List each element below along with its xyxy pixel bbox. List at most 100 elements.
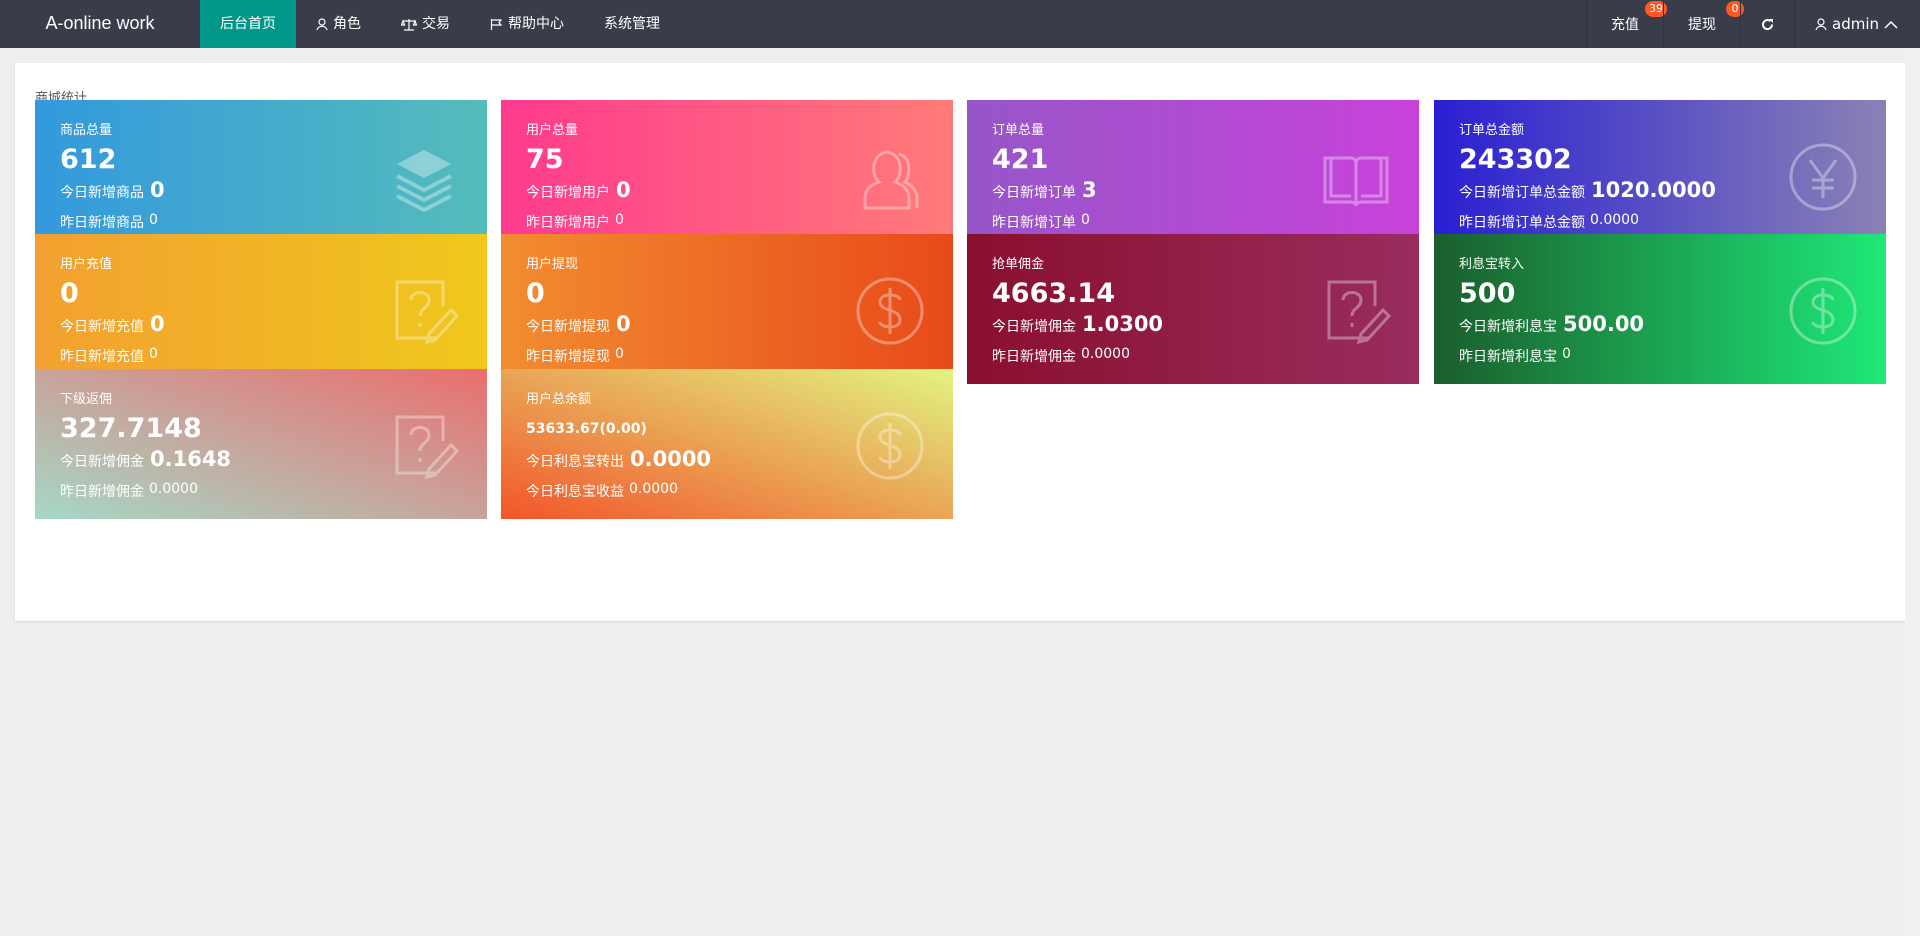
today-label: 今日新增佣金 bbox=[60, 454, 144, 470]
recharge-label: 充值 bbox=[1611, 17, 1639, 33]
today-value: 1.0300 bbox=[1082, 312, 1164, 336]
layers-icon bbox=[396, 150, 452, 212]
card-yesterday: 昨日新增订单 0 bbox=[992, 212, 1090, 232]
card-title: 用户总余额 bbox=[526, 392, 592, 407]
main-nav: 后台首页 角色 交易 帮助中心 系统管理 bbox=[200, 0, 680, 48]
nav-role[interactable]: 角色 bbox=[296, 0, 381, 48]
stat-card: 用户提现 0 今日新增提现 0 昨日新增提现 0 bbox=[501, 234, 953, 384]
stat-card: 商品总量 612 今日新增商品 0 昨日新增商品 0 bbox=[35, 100, 487, 250]
card-value: 243302 bbox=[1459, 144, 1572, 175]
card-yesterday: 昨日新增提现 0 bbox=[526, 346, 624, 366]
yesterday-label: 昨日新增利息宝 bbox=[1459, 349, 1557, 365]
book-icon bbox=[1323, 156, 1389, 207]
today-label: 今日新增充值 bbox=[60, 319, 144, 335]
nav-system[interactable]: 系统管理 bbox=[584, 0, 680, 48]
yesterday-value: 0 bbox=[615, 212, 624, 228]
yesterday-value: 0.0000 bbox=[1590, 212, 1639, 228]
card-title: 用户充值 bbox=[60, 257, 113, 272]
today-label: 今日新增利息宝 bbox=[1459, 319, 1557, 335]
today-value: 0 bbox=[616, 178, 631, 202]
today-label: 今日新增用户 bbox=[526, 185, 610, 201]
card-today: 今日新增订单 3 bbox=[992, 178, 1097, 202]
card-title: 抢单佣金 bbox=[992, 257, 1045, 272]
card-today: 今日新增利息宝 500.00 bbox=[1459, 312, 1644, 336]
card-value: 421 bbox=[992, 144, 1049, 175]
stat-card: 下级返佣 327.7148 今日新增佣金 0.1648 昨日新增佣金 0.0000 bbox=[35, 369, 487, 519]
yesterday-label: 昨日新增用户 bbox=[526, 215, 610, 231]
flag-icon bbox=[490, 18, 503, 30]
users-icon bbox=[863, 150, 919, 210]
refresh-icon bbox=[1762, 18, 1774, 30]
card-today: 今日利息宝转出 0.0000 bbox=[526, 447, 711, 471]
card-today: 今日新增商品 0 bbox=[60, 178, 165, 202]
nav-home[interactable]: 后台首页 bbox=[200, 0, 296, 48]
question-edit-icon bbox=[395, 280, 459, 345]
yen-icon bbox=[1789, 143, 1857, 211]
card-value: 327.7148 bbox=[60, 413, 202, 444]
yesterday-label: 昨日新增充值 bbox=[60, 349, 144, 365]
stat-card: 抢单佣金 4663.14 今日新增佣金 1.0300 昨日新增佣金 0.0000 bbox=[967, 234, 1419, 384]
scrollbar[interactable] bbox=[1905, 48, 1920, 936]
logo: A-online work bbox=[45, 13, 155, 33]
today-value: 0 bbox=[616, 312, 631, 336]
withdraw-label: 提现 bbox=[1688, 17, 1716, 33]
recharge-button[interactable]: 充值 39 bbox=[1586, 0, 1667, 48]
nav-label: 后台首页 bbox=[220, 16, 276, 32]
today-value: 1020.0000 bbox=[1591, 178, 1716, 202]
question-edit-icon bbox=[395, 415, 459, 480]
today-label: 今日新增商品 bbox=[60, 185, 144, 201]
card-title: 用户总量 bbox=[526, 123, 579, 138]
card-yesterday: 昨日新增充值 0 bbox=[60, 346, 158, 366]
yesterday-label: 昨日新增商品 bbox=[60, 215, 144, 231]
card-title: 订单总量 bbox=[992, 123, 1045, 138]
stat-card: 订单总金额 243302 今日新增订单总金额 1020.0000 昨日新增订单总金… bbox=[1434, 100, 1886, 250]
header-right: 充值 39 提现 0 admin bbox=[1586, 0, 1920, 48]
card-value: 75 bbox=[526, 144, 564, 175]
yesterday-value: 0 bbox=[615, 346, 624, 362]
today-value: 3 bbox=[1082, 178, 1097, 202]
card-today: 今日新增提现 0 bbox=[526, 312, 631, 336]
card-today: 今日新增佣金 1.0300 bbox=[992, 312, 1163, 336]
card-yesterday: 昨日新增利息宝 0 bbox=[1459, 346, 1571, 366]
yesterday-label: 昨日新增提现 bbox=[526, 349, 610, 365]
user-menu[interactable]: admin bbox=[1794, 0, 1920, 48]
question-edit-icon bbox=[1327, 280, 1391, 345]
stat-card: 用户充值 0 今日新增充值 0 昨日新增充值 0 bbox=[35, 234, 487, 384]
yesterday-value: 0 bbox=[1081, 212, 1090, 228]
chevron-up-icon bbox=[1884, 20, 1898, 29]
yesterday-value: 0 bbox=[1562, 346, 1571, 362]
user-icon bbox=[1815, 17, 1827, 30]
yesterday-label: 昨日新增订单总金额 bbox=[1459, 215, 1585, 231]
nav-label: 交易 bbox=[422, 16, 450, 32]
yesterday-value: 0 bbox=[149, 212, 158, 228]
yesterday-label: 今日利息宝收益 bbox=[526, 484, 624, 500]
today-label: 今日新增佣金 bbox=[992, 319, 1076, 335]
nav-label: 帮助中心 bbox=[508, 16, 564, 32]
username: admin bbox=[1832, 15, 1879, 33]
yesterday-value: 0.0000 bbox=[149, 481, 198, 497]
refresh-button[interactable] bbox=[1740, 0, 1794, 48]
nav-label: 角色 bbox=[333, 16, 361, 32]
stat-card: 用户总余额 53633.67(0.00) 今日利息宝转出 0.0000 今日利息宝… bbox=[501, 369, 953, 519]
today-label: 今日新增订单 bbox=[992, 185, 1076, 201]
card-title: 商品总量 bbox=[60, 123, 113, 138]
nav-help[interactable]: 帮助中心 bbox=[470, 0, 584, 48]
today-label: 今日新增提现 bbox=[526, 319, 610, 335]
yesterday-label: 昨日新增订单 bbox=[992, 215, 1076, 231]
card-value: 500 bbox=[1459, 278, 1516, 309]
card-yesterday: 昨日新增订单总金额 0.0000 bbox=[1459, 212, 1639, 232]
stat-card: 用户总量 75 今日新增用户 0 昨日新增用户 0 bbox=[501, 100, 953, 250]
card-value: 4663.14 bbox=[992, 278, 1115, 309]
card-today: 今日新增订单总金额 1020.0000 bbox=[1459, 178, 1716, 202]
yesterday-value: 0 bbox=[149, 346, 158, 362]
top-header: A-online work 后台首页 角色 交易 帮助中心 系统管理 充值 39 … bbox=[0, 0, 1920, 48]
withdraw-button[interactable]: 提现 0 bbox=[1663, 0, 1744, 48]
nav-trade[interactable]: 交易 bbox=[381, 0, 470, 48]
scale-icon bbox=[401, 18, 417, 31]
yesterday-label: 昨日新增佣金 bbox=[992, 349, 1076, 365]
stats-panel: 商城统计 商品总量 612 今日新增商品 0 昨日新增商品 0 用户总量 75 今日… bbox=[15, 63, 1905, 621]
dollar-icon bbox=[856, 412, 924, 480]
today-value: 0.0000 bbox=[630, 447, 712, 471]
today-value: 0 bbox=[150, 178, 165, 202]
card-title: 下级返佣 bbox=[60, 392, 113, 407]
